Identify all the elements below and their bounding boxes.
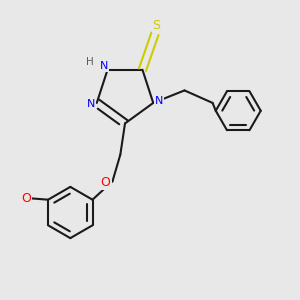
Text: O: O (101, 176, 111, 189)
Text: N: N (155, 96, 163, 106)
Text: O: O (21, 192, 31, 205)
Text: S: S (152, 20, 160, 32)
Text: H: H (85, 57, 93, 67)
Text: N: N (100, 61, 108, 71)
Text: N: N (87, 100, 95, 110)
